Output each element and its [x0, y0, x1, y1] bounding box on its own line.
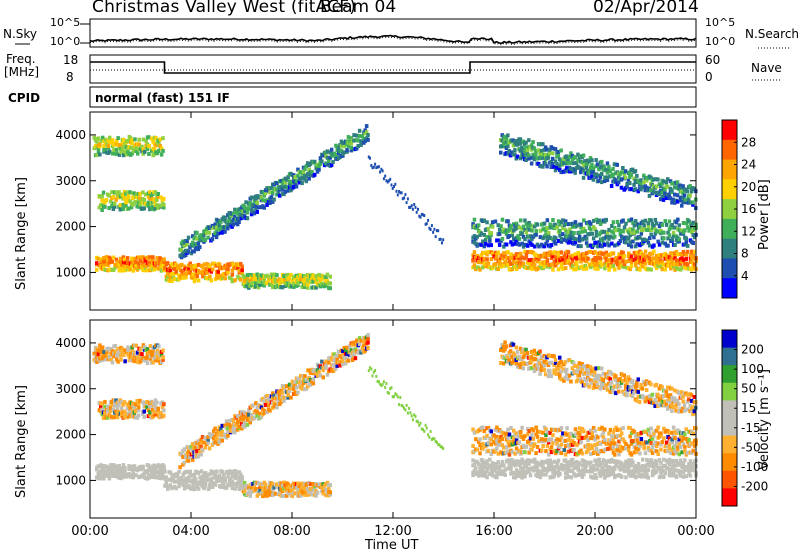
- nsearch-right-tick-bottom: 10^0: [705, 35, 736, 48]
- colorbar-tick-label: 12: [741, 224, 756, 238]
- xtick-label: 20:00: [576, 524, 613, 539]
- nsky-label: N.Sky: [3, 27, 38, 41]
- nsky-panel-frame: [89, 18, 697, 48]
- colorbar-tick-label: 8: [741, 247, 749, 261]
- chart-title: Christmas Valley West (fitACF): [92, 0, 357, 17]
- date-label: 02/Apr/2014: [593, 0, 699, 17]
- nsky-left-tick-bottom: 10^0: [50, 35, 81, 48]
- colorbar-tick-label: 16: [741, 202, 756, 216]
- nsky-series-line: [89, 34, 697, 45]
- nsearch-series-line: [89, 36, 697, 46]
- beam-label: Beam 04: [320, 0, 397, 17]
- colorbar-tick-label: -100: [741, 460, 768, 474]
- velocity-panel-frame: [89, 319, 697, 519]
- colorbar-segment: [722, 218, 737, 240]
- colorbar-segment: [722, 488, 737, 507]
- freq-series-line: [90, 61, 696, 74]
- xtick-label: 08:00: [273, 524, 310, 539]
- colorbar-segment: [722, 470, 737, 489]
- colorbar-segment: [722, 435, 737, 454]
- colorbar-segment: [722, 159, 737, 180]
- power-panel-frame: [89, 111, 697, 311]
- colorbar-tick-label: -15: [741, 421, 761, 435]
- colorbar-tick-label: -200: [741, 479, 768, 493]
- xtick-label: 00:00: [71, 524, 108, 539]
- colorbar-segment: [722, 199, 737, 220]
- velocity-ytick-label: 2000: [55, 428, 86, 442]
- colorbar-tick-label: -50: [741, 440, 761, 454]
- colorbar-segment: [722, 179, 737, 200]
- velocity-ytick-label: 3000: [55, 382, 86, 396]
- axes-group: 1000 2000 3000 4000 1000 2000 3000 4000 00:00 04:…: [55, 112, 715, 539]
- velocity-ytick-label: 1000: [55, 473, 86, 487]
- colorbar-segment: [722, 418, 737, 437]
- colorbar-tick-label: 100: [741, 362, 764, 376]
- colorbar-frame: [721, 329, 738, 507]
- power-ytick-label: 2000: [55, 220, 86, 234]
- cpid-value: normal (fast) 151 IF: [95, 91, 230, 105]
- colorbar-segment: [722, 365, 737, 384]
- nsearch-right-tick-top: 10^5: [705, 16, 736, 29]
- velocity-heatmap-cells: [92, 333, 698, 499]
- freq-label-line1: Freq.: [6, 52, 36, 66]
- freq-panel-frame: [89, 54, 697, 84]
- colorbar-tick-label: 28: [741, 135, 756, 149]
- nave-right-tick-bottom: 0: [705, 70, 713, 84]
- colorbar-segment: [722, 382, 737, 401]
- colorbar-segment: [722, 347, 737, 366]
- xtick-label: 04:00: [172, 524, 209, 539]
- freq-left-tick-bottom: 8: [66, 70, 74, 84]
- cpid-label: CPID: [8, 91, 41, 105]
- cpid-frame: [89, 86, 697, 108]
- colorbar-segment: [722, 238, 737, 259]
- power-ytick-label: 4000: [55, 128, 86, 142]
- colorbar-tick-label: 4: [741, 269, 749, 283]
- velocity-colorbar: 200 100 50 15 -15 -50 -100 -200: [721, 329, 768, 507]
- freq-label-line2: [MHz]: [4, 65, 40, 79]
- power-heatmap-cells: [92, 124, 698, 291]
- colorbar-tick-label: 50: [741, 382, 756, 396]
- colorbar-tick-label: 24: [741, 158, 756, 172]
- power-ytick-label: 1000: [55, 265, 86, 279]
- nsearch-label: N.Search: [745, 27, 800, 41]
- nsky-left-tick-top: 10^5: [50, 16, 81, 29]
- colorbar-segment: [722, 120, 737, 141]
- velocity-ytick-label: 4000: [55, 336, 86, 350]
- x-axis-label: Time UT: [365, 538, 419, 553]
- power-colorbar: 28 24 20 16 12 8 4: [721, 119, 756, 299]
- nave-label: Nave: [751, 61, 782, 75]
- colorbar-segment: [722, 453, 737, 472]
- nave-right-tick-top: 60: [705, 53, 721, 67]
- colorbar-segment: [722, 278, 737, 299]
- colorbar-segment: [722, 400, 737, 419]
- xtick-label: 12:00: [374, 524, 411, 539]
- colorbar-segment: [722, 258, 737, 279]
- power-ytick-label: 3000: [55, 174, 86, 188]
- xtick-label: 16:00: [475, 524, 512, 539]
- colorbar-tick-label: 20: [741, 180, 756, 194]
- freq-left-tick-top: 18: [63, 53, 79, 67]
- xtick-label: 00:00: [677, 524, 714, 539]
- colorbar-tick-label: 15: [741, 401, 756, 415]
- colorbar-segment: [722, 139, 737, 161]
- colorbar-tick-label: 200: [741, 343, 764, 357]
- colorbar-segment: [722, 330, 737, 349]
